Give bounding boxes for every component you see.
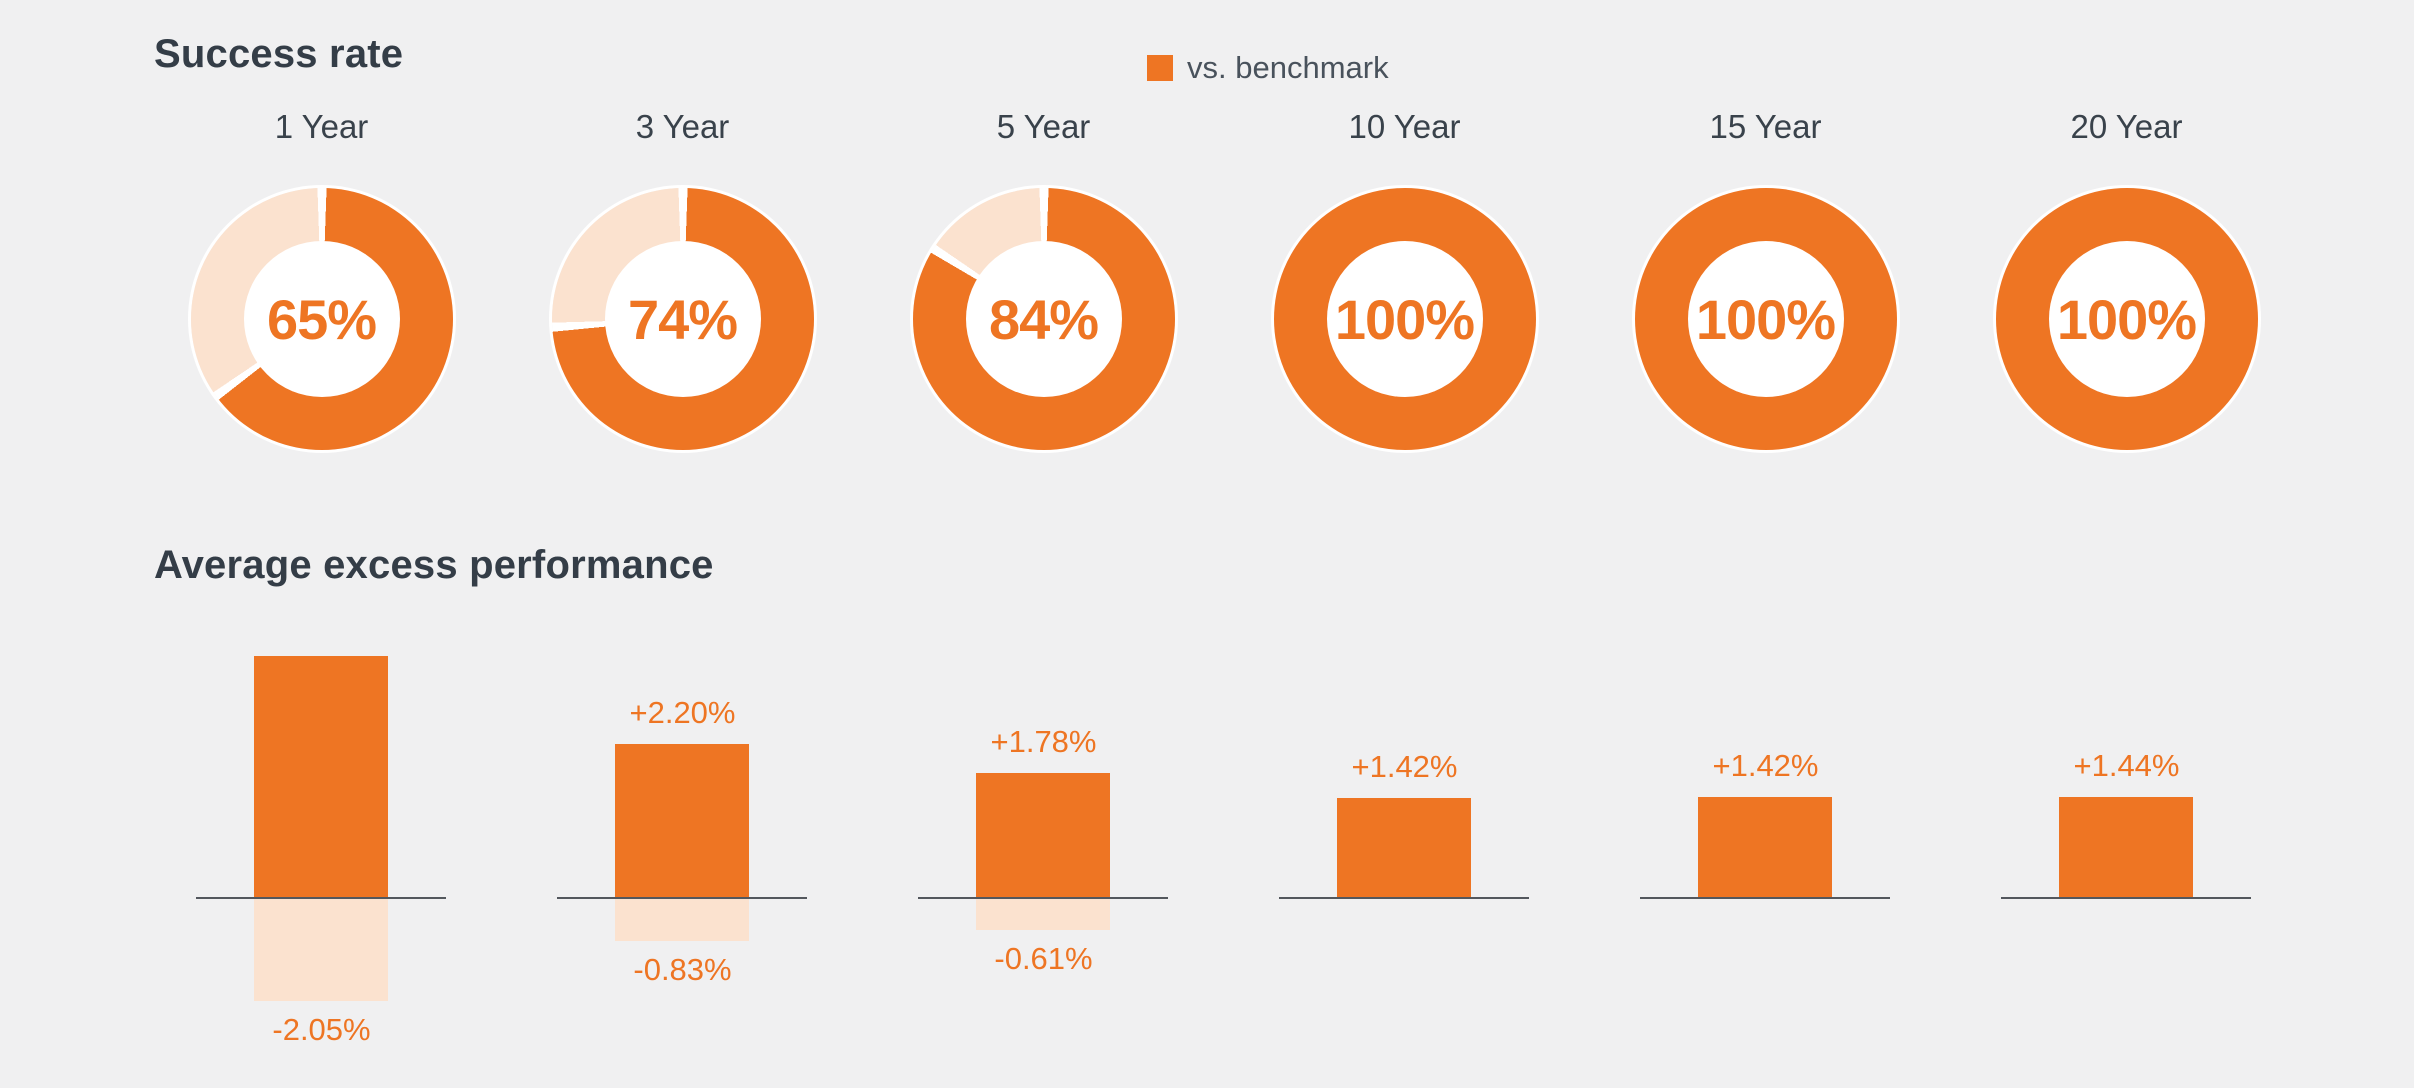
bar-column-20-year: +1.44% [1946, 600, 2307, 1088]
positive-excess-bar [2059, 797, 2193, 897]
success-rate-value: 100% [1334, 287, 1475, 351]
bar-column-15-year: +1.42% [1585, 600, 1946, 1088]
negative-excess-label: -0.83% [633, 952, 732, 987]
benchmark-legend: vs. benchmark [1147, 50, 1389, 86]
success-donut: 100% [1273, 188, 1536, 450]
donut-column-15-year: 15 Year 100% [1585, 100, 1946, 490]
donut-column-3-year: 3 Year 74% [502, 100, 863, 490]
success-rate-value: 100% [1695, 287, 1836, 351]
positive-excess-label: +1.78% [990, 724, 1097, 759]
bar-column-3-year: +2.20% -0.83% [502, 600, 863, 1088]
negative-excess-bar [254, 899, 388, 1001]
axis-baseline [1279, 897, 1529, 899]
success-donut-row: 1 Year 65% 3 Year 74% 5 Year 84% 10 Year 100% 15… [141, 100, 2307, 490]
positive-excess-bar [615, 744, 749, 897]
donut-hole: 65% [243, 241, 400, 397]
axis-baseline [2001, 897, 2251, 899]
success-rate-value: 84% [988, 287, 1099, 351]
donut-hole: 74% [604, 241, 761, 397]
positive-excess-bar [976, 773, 1110, 897]
bar-column-1-year: -2.05% [141, 600, 502, 1088]
success-donut: 84% [912, 188, 1175, 450]
positive-excess-label: +2.20% [629, 695, 736, 730]
period-label: 20 Year [2070, 108, 2183, 145]
success-rate-title: Success rate [154, 32, 404, 76]
positive-excess-bar [1337, 798, 1471, 897]
donut-column-1-year: 1 Year 65% [141, 100, 502, 490]
donut-hole: 100% [1326, 241, 1483, 397]
period-label: 1 Year [274, 108, 369, 145]
positive-excess-label: +1.42% [1712, 748, 1819, 783]
negative-excess-bar [976, 899, 1110, 930]
axis-baseline [196, 897, 446, 899]
axis-baseline [918, 897, 1168, 899]
negative-excess-bar [615, 899, 749, 941]
bar-column-5-year: +1.78% -0.61% [863, 600, 1224, 1088]
donut-hole: 100% [2048, 241, 2205, 397]
average-excess-performance-title: Average excess performance [154, 543, 714, 587]
excess-performance-bar-row: -2.05% +2.20% -0.83% +1.78% -0.61% +1.42% +1.4… [141, 600, 2307, 1088]
success-rate-value: 74% [627, 287, 738, 351]
positive-excess-label: +1.42% [1351, 749, 1458, 784]
success-donut: 74% [551, 188, 814, 450]
period-label: 10 Year [1348, 108, 1461, 145]
donut-column-5-year: 5 Year 84% [863, 100, 1224, 490]
success-donut: 100% [1995, 188, 2258, 450]
success-donut: 100% [1634, 188, 1897, 450]
period-label: 15 Year [1709, 108, 1822, 145]
success-rate-value: 100% [2056, 287, 2197, 351]
success-donut: 65% [190, 188, 453, 450]
period-label: 5 Year [996, 108, 1091, 145]
bar-column-10-year: +1.42% [1224, 600, 1585, 1088]
legend-label: vs. benchmark [1187, 50, 1389, 85]
legend-swatch-icon [1147, 55, 1173, 81]
negative-excess-label: -2.05% [272, 1012, 371, 1047]
axis-baseline [1640, 897, 1890, 899]
donut-hole: 84% [965, 241, 1122, 397]
donut-column-10-year: 10 Year 100% [1224, 100, 1585, 490]
positive-excess-bar [254, 656, 388, 897]
donut-hole: 100% [1687, 241, 1844, 397]
donut-column-20-year: 20 Year 100% [1946, 100, 2307, 490]
period-label: 3 Year [635, 108, 730, 145]
success-rate-value: 65% [266, 287, 377, 351]
axis-baseline [557, 897, 807, 899]
negative-excess-label: -0.61% [994, 941, 1093, 976]
positive-excess-label: +1.44% [2073, 748, 2180, 783]
positive-excess-bar [1698, 797, 1832, 897]
